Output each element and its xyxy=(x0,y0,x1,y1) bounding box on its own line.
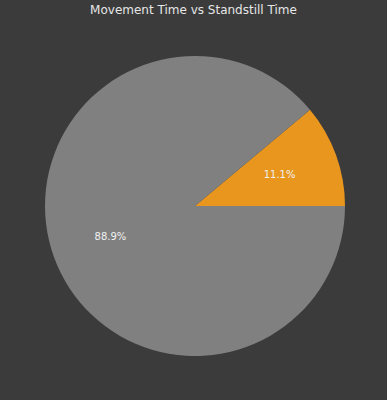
title: Movement Time vs Standstill Time xyxy=(90,3,297,17)
data-label: 11.1% xyxy=(264,169,296,180)
background xyxy=(0,0,387,400)
pie xyxy=(45,56,345,356)
chart: Movement Time vs Standstill Time 11.1% 88.… xyxy=(0,0,387,400)
data-label: 88.9% xyxy=(95,231,127,242)
data-labels: 11.1% 88.9% xyxy=(95,169,296,242)
slice xyxy=(45,56,345,356)
